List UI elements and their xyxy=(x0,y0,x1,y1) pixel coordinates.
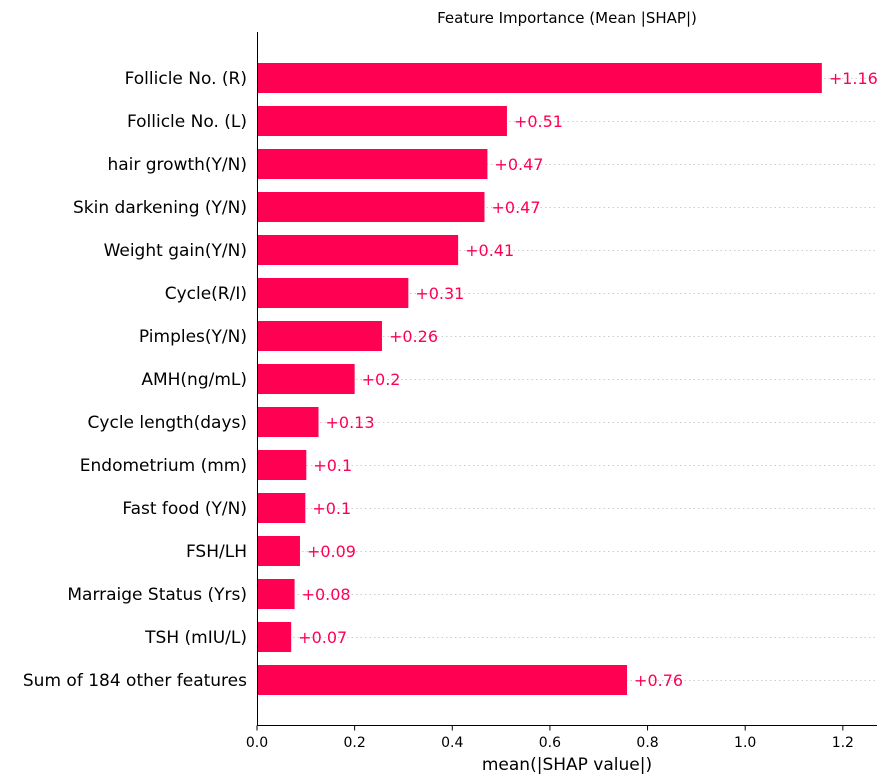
x-axis-label: mean(|SHAP value|) xyxy=(482,755,652,775)
category-label: Marraige Status (Yrs) xyxy=(67,585,247,605)
bar xyxy=(257,364,355,394)
value-label: +0.13 xyxy=(326,413,375,432)
category-label: Skin darkening (Y/N) xyxy=(73,198,247,218)
x-tick-label: 1.2 xyxy=(832,735,854,751)
value-label: +0.76 xyxy=(634,671,683,690)
bar xyxy=(257,665,628,695)
bar xyxy=(257,450,307,480)
bar xyxy=(257,579,295,609)
value-label: +0.47 xyxy=(494,155,543,174)
bar xyxy=(257,235,459,265)
value-label: +0.26 xyxy=(389,327,438,346)
category-label: Sum of 184 other features xyxy=(23,671,247,691)
value-label: +0.31 xyxy=(415,284,464,303)
x-tick-label: 1.0 xyxy=(734,735,756,751)
x-tick-label: 0.8 xyxy=(636,735,658,751)
value-label: +0.41 xyxy=(465,241,514,260)
bar xyxy=(257,407,319,437)
bar xyxy=(257,106,507,136)
bar xyxy=(257,622,292,652)
category-label: Follicle No. (L) xyxy=(127,112,247,132)
category-label: Fast food (Y/N) xyxy=(122,499,247,519)
x-tick-label: 0.0 xyxy=(246,735,268,751)
value-label: +0.09 xyxy=(307,542,356,561)
bar xyxy=(257,278,409,308)
value-label: +1.16 xyxy=(829,69,878,88)
x-tick-label: 0.4 xyxy=(441,735,463,751)
x-tick-label: 0.6 xyxy=(539,735,561,751)
category-label: Follicle No. (R) xyxy=(125,69,247,89)
bars xyxy=(257,63,822,695)
category-label: Cycle(R/I) xyxy=(165,284,247,304)
bar xyxy=(257,192,485,222)
chart-title: Feature Importance (Mean |SHAP|) xyxy=(437,9,697,27)
value-label: +0.1 xyxy=(312,499,351,518)
value-label: +0.07 xyxy=(298,628,347,647)
category-label: Pimples(Y/N) xyxy=(139,327,247,347)
bar xyxy=(257,493,306,523)
value-label: +0.2 xyxy=(362,370,401,389)
category-label: Cycle length(days) xyxy=(88,413,247,433)
category-label: TSH (mIU/L) xyxy=(144,628,247,648)
category-label: Endometrium (mm) xyxy=(80,456,247,476)
bar xyxy=(257,63,822,93)
category-labels: Follicle No. (R) Follicle No. (L) hair gro… xyxy=(23,69,247,691)
bar xyxy=(257,321,382,351)
category-label: AMH(ng/mL) xyxy=(141,370,247,390)
value-label: +0.51 xyxy=(514,112,563,131)
category-label: FSH/LH xyxy=(186,542,247,562)
bar xyxy=(257,536,300,566)
category-label: Weight gain(Y/N) xyxy=(104,241,247,261)
x-axis-ticks: 0.0 0.2 0.4 0.6 0.8 1.0 1.2 xyxy=(246,725,854,751)
value-label: +0.47 xyxy=(491,198,540,217)
x-tick-label: 0.2 xyxy=(344,735,366,751)
value-labels: +1.16 +0.51 +0.47 +0.47 +0.41 +0.31 +0.26 +0.2 +… xyxy=(298,69,878,690)
bar xyxy=(257,149,488,179)
value-label: +0.1 xyxy=(313,456,352,475)
value-label: +0.08 xyxy=(302,585,351,604)
category-label: hair growth(Y/N) xyxy=(107,155,247,175)
